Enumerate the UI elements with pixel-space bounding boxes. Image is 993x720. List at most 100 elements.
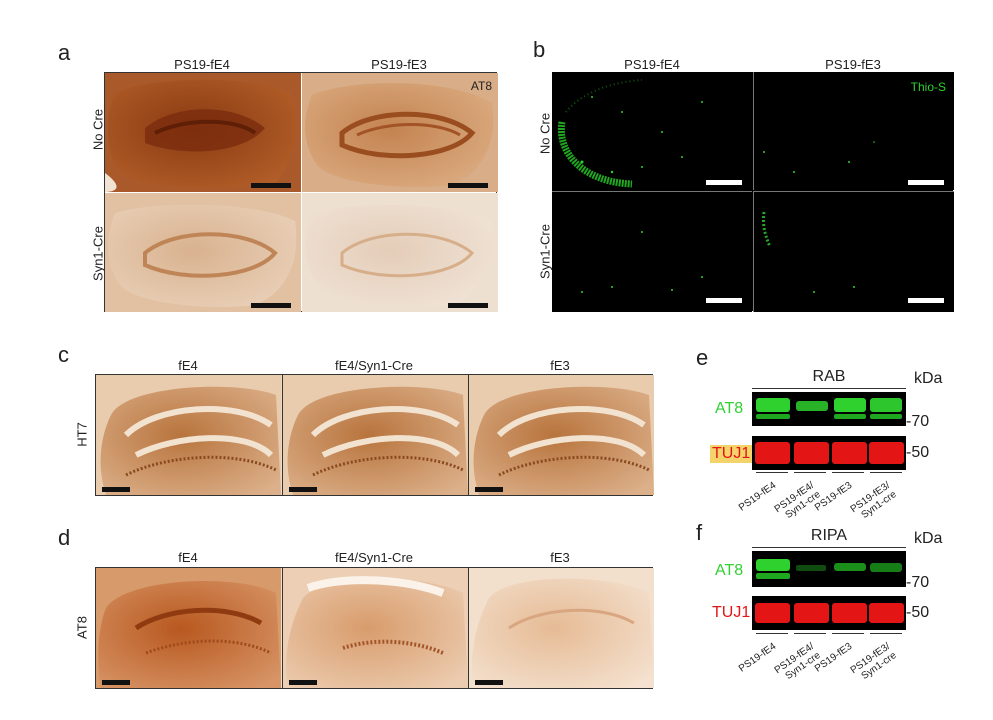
blot-band	[794, 603, 829, 623]
blot-band	[794, 442, 829, 464]
panel-c-col-2-title: fE4/Syn1-Cre	[334, 358, 414, 373]
scale-bar	[102, 487, 130, 492]
panel-f-kda-unit: kDa	[914, 530, 943, 547]
panel-e-at8-blot	[752, 392, 906, 426]
panel-b-col-2-title: PS19-fE3	[825, 57, 881, 72]
scale-bar	[251, 303, 291, 308]
panel-b-col-1-title: PS19-fE4	[624, 57, 680, 72]
panel-f-tuj1-label: TUJ1	[712, 604, 751, 621]
panel-e-lane-ticks	[752, 472, 906, 474]
scale-bar	[475, 487, 503, 492]
scale-bar	[908, 298, 944, 303]
scale-bar	[289, 487, 317, 492]
scale-bar	[706, 180, 742, 185]
panel-e-marker-70: -70	[906, 413, 930, 430]
blot-band	[755, 442, 790, 464]
panel-f-letter: f	[696, 520, 703, 545]
lane-tick	[870, 472, 902, 473]
marker-value: 50	[911, 604, 930, 621]
scale-bar	[706, 298, 742, 303]
panel-c-strip	[95, 374, 654, 496]
blot-band	[756, 573, 790, 579]
lane-tick	[794, 633, 826, 634]
panel-b-tile-fe4-syn1cre	[552, 191, 752, 312]
panel-e-fraction-label: RAB	[812, 368, 846, 385]
lane-tick	[794, 472, 826, 473]
lane-tick	[832, 633, 864, 634]
panel-c-col-1-title: fE4	[178, 358, 198, 373]
panel-f-at8-label: AT8	[715, 562, 744, 579]
lane-tick	[756, 472, 788, 473]
panel-a-grid: AT8	[104, 72, 498, 312]
panel-d-tile-fe4	[96, 568, 281, 688]
panel-a-tile-fe4-syn1cre	[105, 193, 301, 312]
panel-f-tuj1-blot	[752, 596, 906, 630]
scale-bar	[102, 680, 130, 685]
panel-c-tile-fe4	[96, 375, 281, 495]
panel-f-lane-ticks	[752, 633, 906, 635]
panel-f-marker-50: -50	[906, 604, 930, 621]
panel-c-letter: c	[58, 342, 69, 367]
panel-a-tile-fe3-nocre: AT8	[302, 73, 498, 192]
panel-f-at8-blot	[752, 551, 906, 587]
blot-band	[869, 442, 904, 464]
panel-b-row-2-label: Syn1-Cre	[537, 224, 553, 279]
marker-value: 70	[911, 413, 930, 430]
panel-a-col-2-title: PS19-fE3	[371, 57, 427, 72]
blot-band	[870, 398, 902, 412]
marker-value: 50	[911, 444, 930, 461]
panel-f-marker-70: -70	[906, 574, 930, 591]
blot-band	[755, 603, 790, 623]
panel-e-kda-unit: kDa	[914, 370, 943, 387]
blot-band	[870, 563, 902, 572]
panel-c-tile-fe3	[468, 375, 654, 495]
panel-e-tuj1-label: TUJ1	[710, 445, 753, 463]
scale-bar	[448, 303, 488, 308]
scale-bar	[448, 183, 488, 188]
panel-b-grid: Thio-S	[552, 72, 954, 312]
scale-bar	[908, 180, 944, 185]
panel-c-tile-fe4-syn1cre	[282, 375, 468, 495]
panel-d-col-3-title: fE3	[550, 550, 570, 565]
lane-tick	[832, 472, 864, 473]
panel-d-row-label: AT8	[74, 616, 90, 639]
panel-e-marker-50: -50	[906, 444, 930, 461]
blot-band	[796, 401, 828, 411]
panel-a-tile-fe3-syn1cre	[302, 193, 498, 312]
blot-band	[834, 414, 866, 419]
blot-band	[834, 563, 866, 571]
panel-d-strip	[95, 567, 654, 689]
blot-band	[834, 398, 866, 412]
panel-f-fraction-label: RIPA	[810, 527, 848, 544]
panel-d-tile-fe4-syn1cre	[282, 568, 468, 688]
scale-bar	[289, 680, 317, 685]
lane-tick	[870, 633, 902, 634]
panel-b-tile-fe3-nocre: Thio-S	[753, 72, 954, 190]
lane-label-text: PS19-fE3/Syn1-cre	[848, 480, 899, 521]
blot-band	[756, 414, 790, 419]
blot-band	[832, 442, 867, 464]
panel-d-letter: d	[58, 525, 71, 550]
marker-value: 70	[911, 574, 930, 591]
panel-e-tuj1-blot	[752, 436, 906, 470]
panel-a-col-1-title: PS19-fE4	[174, 57, 230, 72]
blot-band	[756, 398, 790, 412]
panel-a-stain-label: AT8	[470, 79, 492, 93]
panel-a-tile-fe4-nocre	[105, 73, 301, 192]
panel-d-tile-fe3	[468, 568, 654, 688]
blot-band	[756, 559, 790, 571]
panel-e-at8-label: AT8	[715, 400, 744, 417]
panel-c-col-3-title: fE3	[550, 358, 570, 373]
panel-f-fraction-line	[752, 547, 906, 548]
panel-d-col-2-title: fE4/Syn1-Cre	[334, 550, 414, 565]
lane-label-text: PS19-fE3/Syn1-cre	[848, 641, 899, 682]
panel-e-letter: e	[696, 345, 709, 370]
blot-band	[869, 603, 904, 623]
blot-band	[796, 565, 826, 571]
blot-band	[870, 414, 902, 419]
panel-b-tile-fe4-nocre	[552, 72, 752, 190]
panel-d-col-1-title: fE4	[178, 550, 198, 565]
panel-e-fraction-line	[752, 388, 906, 389]
blot-band	[832, 603, 867, 623]
scale-bar	[475, 680, 503, 685]
